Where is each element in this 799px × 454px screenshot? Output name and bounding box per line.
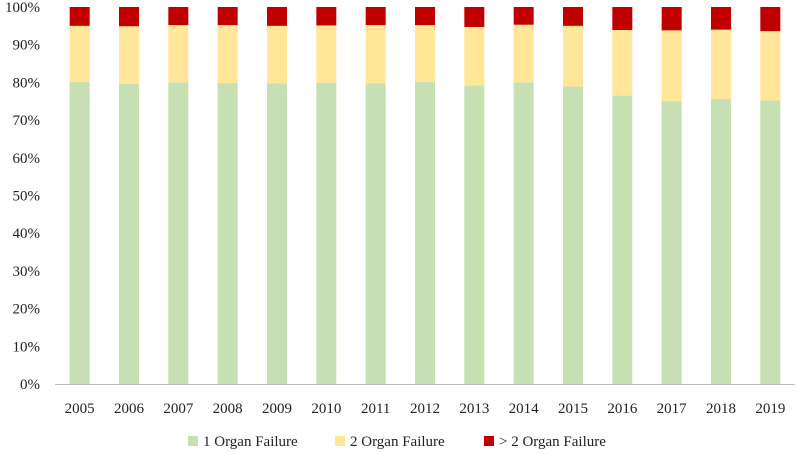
bar-segment-series-3 — [760, 7, 781, 32]
bar-segment-series-1 — [267, 83, 287, 384]
bar-segment-series-2 — [217, 25, 238, 84]
legend-item: 1 Organ Failure — [188, 434, 298, 450]
x-tick-label: 2007 — [163, 401, 194, 417]
bar-segment-series-2 — [711, 29, 731, 99]
bars — [69, 7, 781, 385]
bar-segment-series-3 — [267, 7, 287, 26]
bar-segment-series-3 — [513, 7, 534, 25]
legend-label: 2 Organ Failure — [350, 434, 445, 450]
bar-segment-series-2 — [415, 25, 435, 83]
bar-segment-series-1 — [563, 86, 583, 385]
x-tick-label: 2017 — [657, 401, 688, 417]
x-tick-label: 2011 — [361, 401, 390, 417]
bar-segment-series-3 — [119, 7, 139, 27]
bar-segment-series-3 — [661, 7, 682, 31]
bar-segment-series-2 — [760, 31, 781, 101]
bar-segment-series-3 — [69, 7, 90, 26]
bar-segment-series-1 — [217, 83, 238, 385]
legend: 1 Organ Failure 2 Organ Failure > 2 Organ … — [188, 434, 606, 450]
bar-segment-series-3 — [168, 7, 189, 26]
legend-swatch — [484, 436, 494, 446]
x-tick-label: 2018 — [706, 401, 736, 417]
bar-segment-series-1 — [415, 82, 435, 385]
bar-segment-series-3 — [612, 7, 633, 30]
x-tick-label: 2009 — [262, 401, 292, 417]
legend-label: > 2 Organ Failure — [499, 434, 606, 450]
bar-segment-series-2 — [168, 25, 189, 83]
bar-segment-series-2 — [267, 25, 287, 84]
y-tick-label: 80% — [13, 75, 41, 91]
y-tick-label: 0% — [20, 377, 40, 393]
y-tick-label: 90% — [13, 38, 41, 54]
bar-segment-series-2 — [316, 25, 337, 83]
legend-item: 2 Organ Failure — [335, 434, 445, 450]
bar-segment-series-2 — [69, 25, 90, 83]
bar-segment-series-1 — [711, 98, 731, 385]
bar-segment-series-1 — [612, 95, 633, 384]
x-tick-label: 2012 — [410, 401, 440, 417]
x-tick-label: 2008 — [213, 401, 243, 417]
bar-segment-series-2 — [563, 25, 583, 87]
bar-segment-series-3 — [316, 7, 337, 26]
bar-segment-series-3 — [365, 7, 386, 26]
bar-segment-series-3 — [711, 7, 731, 30]
bar-segment-series-2 — [513, 24, 534, 83]
bar-segment-series-2 — [464, 26, 485, 86]
x-tick-label: 2016 — [607, 401, 638, 417]
bar-segment-series-1 — [168, 82, 189, 385]
bar-segment-series-1 — [513, 82, 534, 385]
y-tick-label: 10% — [13, 339, 41, 355]
y-tick-label: 50% — [13, 189, 41, 205]
x-tick-label: 2010 — [311, 401, 341, 417]
bar-segment-series-1 — [760, 100, 781, 384]
bar-segment-series-1 — [464, 85, 485, 385]
x-tick-label: 2019 — [755, 401, 785, 417]
y-tick-label: 40% — [13, 226, 41, 242]
bar-segment-series-1 — [119, 83, 139, 384]
x-tick-label: 2005 — [65, 401, 95, 417]
y-tick-label: 70% — [13, 113, 41, 129]
y-tick-label: 30% — [13, 264, 41, 280]
bar-segment-series-1 — [316, 82, 337, 384]
x-tick-label: 2013 — [459, 401, 489, 417]
x-axis: 2005 2006 2007 2008 2009 2010 2011 2012 2013 2014… — [55, 384, 795, 417]
bar-segment-series-2 — [365, 25, 386, 84]
legend-swatch — [335, 436, 345, 446]
legend-item: > 2 Organ Failure — [484, 434, 606, 450]
bar-segment-series-1 — [69, 82, 90, 385]
y-tick-label: 20% — [13, 302, 41, 318]
legend-swatch — [188, 436, 198, 446]
bar-segment-series-2 — [661, 30, 682, 102]
bar-segment-series-3 — [563, 7, 583, 26]
x-tick-label: 2006 — [114, 401, 145, 417]
bar-segment-series-3 — [464, 7, 485, 27]
bar-segment-series-2 — [612, 30, 633, 96]
bar-segment-series-2 — [119, 26, 139, 84]
x-tick-label: 2014 — [509, 401, 540, 417]
y-tick-label: 100% — [5, 0, 40, 16]
x-tick-label: 2015 — [558, 401, 588, 417]
y-axis: 0% 10% 20% 30% 40% 50% 60% 70% 80% 90% 100% — [5, 0, 40, 393]
legend-label: 1 Organ Failure — [203, 434, 298, 450]
bar-segment-series-1 — [661, 101, 682, 384]
y-tick-label: 60% — [13, 151, 41, 167]
bar-segment-series-1 — [365, 83, 386, 384]
bar-segment-series-3 — [415, 7, 435, 26]
bar-segment-series-3 — [217, 7, 238, 26]
